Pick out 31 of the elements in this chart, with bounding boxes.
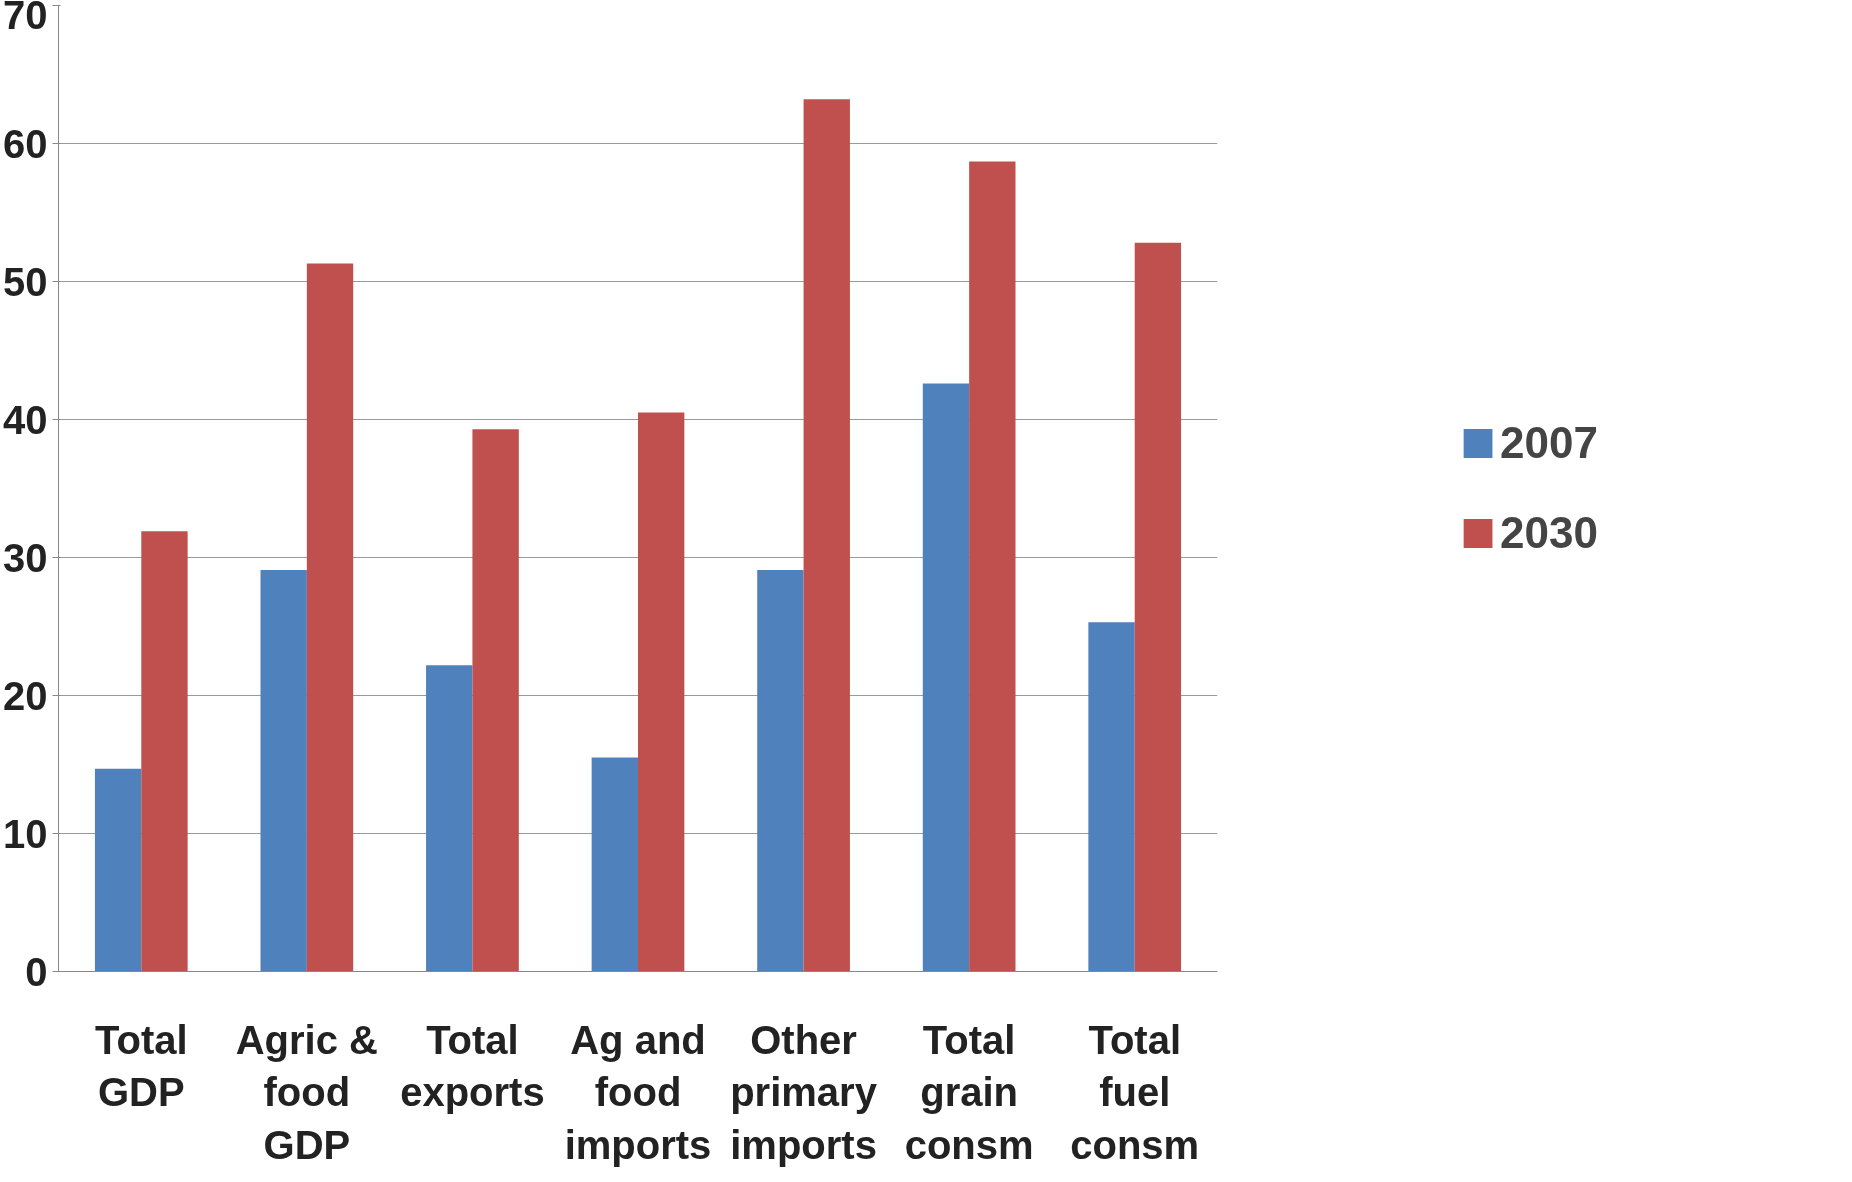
bar <box>757 569 804 972</box>
x-tick-label: Total fuel consm <box>1070 1017 1200 1168</box>
x-tick-label: Total GDP <box>95 1017 188 1115</box>
y-tick-label: 0 <box>25 949 48 994</box>
legend-label: 2030 <box>1500 508 1598 558</box>
y-tick-label: 70 <box>3 0 48 37</box>
legend-label: 2007 <box>1500 418 1598 468</box>
bar <box>922 383 970 972</box>
x-tick-label: Ag and food imports <box>564 1017 712 1168</box>
bar <box>260 569 307 972</box>
x-tick-label: Agric & food GDP <box>235 1017 378 1168</box>
bar <box>591 757 638 972</box>
x-tick-label: Total exports <box>400 1017 545 1115</box>
x-tick-label: Other primary imports <box>730 1017 878 1168</box>
y-tick-label: 20 <box>3 673 48 718</box>
y-tick-label: 60 <box>3 121 48 166</box>
y-tick-label: 40 <box>3 397 48 442</box>
bar <box>638 412 685 972</box>
bar <box>141 531 188 972</box>
bar <box>306 263 354 972</box>
bar <box>969 161 1016 972</box>
y-tick-label: 30 <box>3 535 48 580</box>
bar <box>1134 242 1182 972</box>
x-tick-label: Total grain consm <box>904 1017 1034 1168</box>
y-tick-label: 10 <box>3 811 48 856</box>
bar <box>472 429 519 972</box>
bar <box>426 665 473 972</box>
bar <box>94 768 142 972</box>
bar <box>1088 622 1135 972</box>
bar <box>803 99 850 972</box>
y-tick-label: 50 <box>3 259 48 304</box>
